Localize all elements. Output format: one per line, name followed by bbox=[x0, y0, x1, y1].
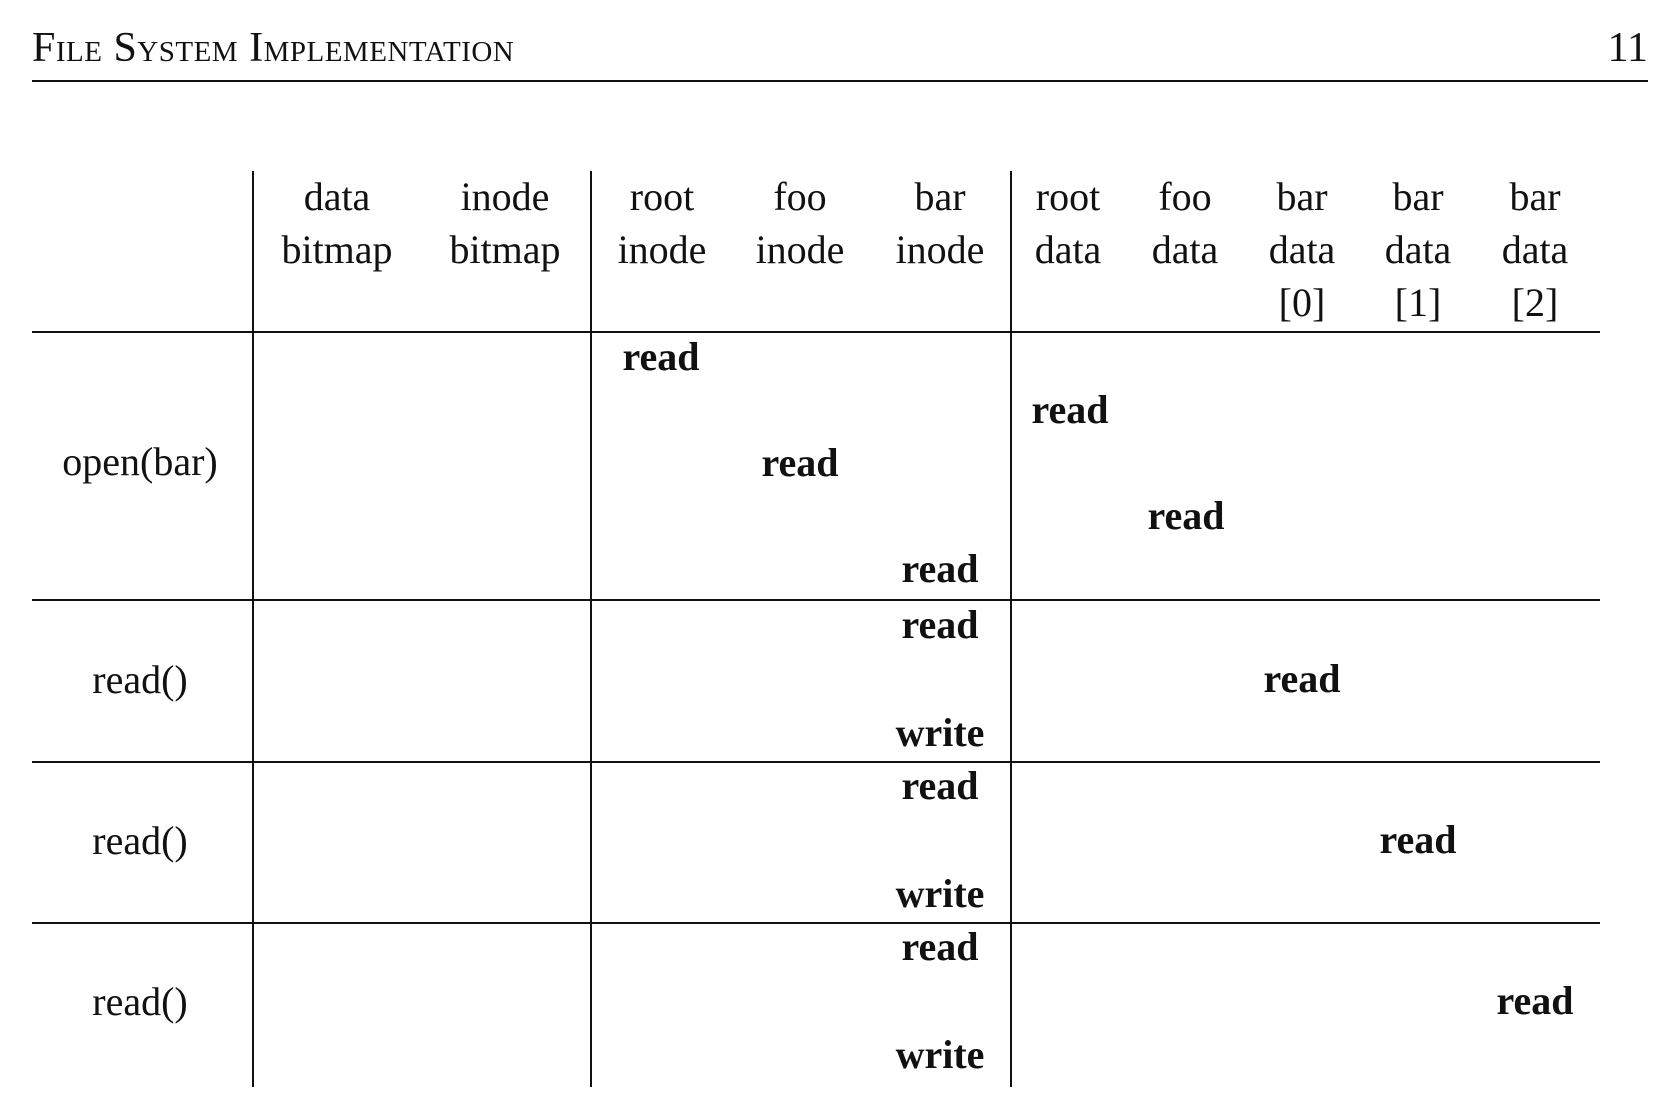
column-header-line: inode bbox=[460, 174, 550, 219]
access-cell: read bbox=[1379, 817, 1457, 862]
column-header-line: bitmap bbox=[449, 227, 561, 272]
column-header-line: inode bbox=[755, 227, 845, 272]
column-header-bar-inode: bar inode bbox=[880, 170, 1000, 276]
column-header-line: bar bbox=[1392, 174, 1444, 219]
column-header-bar-data-0: bar data [0] bbox=[1242, 170, 1362, 329]
access-cell: write bbox=[895, 871, 985, 916]
column-header-inode-bitmap: inode bitmap bbox=[445, 170, 565, 276]
column-header-line: inode bbox=[617, 227, 707, 272]
access-cell: write bbox=[895, 1032, 985, 1077]
column-header-line: foo bbox=[1158, 174, 1212, 219]
group-rule bbox=[32, 599, 1600, 601]
operation-label-read: read() bbox=[92, 818, 188, 863]
operation-label-open-bar: open(bar) bbox=[62, 439, 218, 484]
column-header-line: inode bbox=[895, 227, 985, 272]
column-header-line: data bbox=[1384, 227, 1452, 272]
column-header-line: root bbox=[629, 174, 695, 219]
access-cell: read bbox=[1496, 978, 1574, 1023]
column-header-line: [1] bbox=[1394, 280, 1442, 325]
column-header-data-bitmap: data bitmap bbox=[277, 170, 397, 276]
access-cell: read bbox=[761, 440, 839, 485]
column-header-line: data bbox=[1501, 227, 1569, 272]
column-header-line: data bbox=[1151, 227, 1219, 272]
access-cell: read bbox=[1147, 493, 1225, 538]
group-rule bbox=[32, 922, 1600, 924]
column-divider bbox=[590, 171, 592, 1087]
access-cell: read bbox=[901, 546, 979, 591]
column-header-line: data bbox=[1034, 227, 1102, 272]
column-header-line: data bbox=[303, 174, 371, 219]
column-header-line: bar bbox=[1509, 174, 1561, 219]
column-header-line: bar bbox=[914, 174, 966, 219]
column-header-line: bar bbox=[1276, 174, 1328, 219]
column-header-line: bitmap bbox=[281, 227, 393, 272]
column-divider bbox=[252, 171, 254, 1087]
column-header-foo-data: foo data bbox=[1125, 170, 1245, 276]
column-header-bar-data-2: bar data [2] bbox=[1475, 170, 1595, 329]
operation-label-read: read() bbox=[92, 979, 188, 1024]
access-cell: read bbox=[622, 334, 700, 379]
column-header-line: [2] bbox=[1511, 280, 1559, 325]
column-header-root-inode: root inode bbox=[602, 170, 722, 276]
column-header-foo-inode: foo inode bbox=[740, 170, 860, 276]
column-divider bbox=[1010, 171, 1012, 1087]
header-title: File System Implementation bbox=[32, 25, 515, 71]
page-number: 11 bbox=[1607, 25, 1648, 71]
header-row-rule bbox=[32, 331, 1600, 333]
column-header-bar-data-1: bar data [1] bbox=[1358, 170, 1478, 329]
column-header-line: data bbox=[1268, 227, 1336, 272]
column-header-root-data: root data bbox=[1008, 170, 1128, 276]
column-header-line: foo bbox=[773, 174, 827, 219]
access-cell: read bbox=[901, 924, 979, 969]
header-rule bbox=[32, 80, 1648, 82]
access-cell: read bbox=[901, 763, 979, 808]
column-header-line: [0] bbox=[1278, 280, 1326, 325]
access-cell: read bbox=[901, 602, 979, 647]
access-cell: write bbox=[895, 710, 985, 755]
column-header-line: root bbox=[1035, 174, 1101, 219]
operation-label-read: read() bbox=[92, 657, 188, 702]
access-cell: read bbox=[1031, 387, 1109, 432]
group-rule bbox=[32, 761, 1600, 763]
access-cell: read bbox=[1263, 656, 1341, 701]
